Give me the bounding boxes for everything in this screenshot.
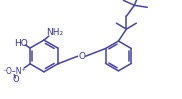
Text: HO: HO bbox=[14, 39, 28, 48]
Text: O: O bbox=[13, 75, 20, 84]
Text: ⁻O–N⁺: ⁻O–N⁺ bbox=[3, 67, 26, 76]
Text: O: O bbox=[78, 52, 85, 61]
Text: NH₂: NH₂ bbox=[46, 28, 64, 37]
